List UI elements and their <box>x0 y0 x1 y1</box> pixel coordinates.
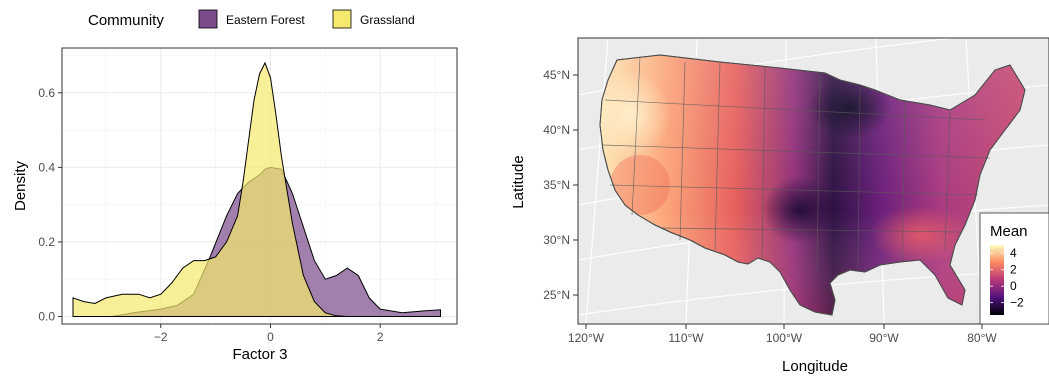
map-x-tick-label: 90°W <box>869 331 899 345</box>
legend-label-grassland: Grassland <box>360 13 415 27</box>
map-y-tick-label: 40°N <box>543 123 570 137</box>
map-x-tick-label: 120°W <box>568 331 605 345</box>
colorbar-ticks: 4 2 0 −2 <box>990 246 1024 310</box>
legend-swatch-grassland <box>332 9 352 29</box>
map-y-tick-label: 35°N <box>543 178 570 192</box>
legend-swatch-eastern-forest <box>198 9 218 29</box>
density-x-tick-label: −2 <box>154 330 168 344</box>
map-y-tick-label: 45°N <box>543 68 570 82</box>
map-x-tick-label: 80°W <box>967 331 997 345</box>
map-x-ticks: 120°W 110°W 100°W 90°W 80°W <box>568 324 997 345</box>
colorbar-tick-label: −2 <box>1010 296 1024 310</box>
map-x-axis-title: Longitude <box>782 358 848 375</box>
map-x-tick-label: 110°W <box>668 331 704 345</box>
density-y-tick-label: 0.0 <box>38 310 55 324</box>
density-x-tick-label: 2 <box>377 330 384 344</box>
colorbar-title: Mean <box>990 223 1028 240</box>
density-x-axis-title: Factor 3 <box>232 346 287 363</box>
colorbar-tick-label: 4 <box>1010 246 1017 260</box>
density-areas <box>72 61 441 317</box>
state-borders <box>602 56 991 273</box>
colorbar-legend: Mean 4 2 0 −2 <box>979 212 1049 325</box>
map-panel-border <box>577 37 1049 325</box>
legend-title: Community <box>88 12 164 29</box>
density-y-tick-label: 0.6 <box>38 86 55 100</box>
us-border <box>599 54 1026 316</box>
density-area-grassland <box>72 61 381 317</box>
density-y-axis-title: Density <box>12 160 29 211</box>
colorbar-ramp <box>990 245 1004 315</box>
map-x-tick-label: 100°W <box>766 331 803 345</box>
density-ticks: −2 0 2 0.0 0.2 0.4 0.6 <box>38 86 384 344</box>
legend-label-eastern-forest: Eastern Forest <box>226 13 305 27</box>
map-y-tick-label: 30°N <box>543 233 570 247</box>
density-panel: −2 0 2 0.0 0.2 0.4 0.6 Factor 3 Density <box>12 47 458 363</box>
density-y-tick-label: 0.2 <box>38 235 55 249</box>
map-panel: 25°N 30°N 35°N 40°N 45°N 120°W 110°W 100… <box>510 37 1049 375</box>
density-x-tick-label: 0 <box>267 330 274 344</box>
density-y-tick-label: 0.4 <box>38 160 55 174</box>
map-y-tick-label: 25°N <box>543 288 570 302</box>
map-y-axis-title: Latitude <box>510 155 527 208</box>
map-y-ticks: 25°N 30°N 35°N 40°N 45°N <box>543 68 578 302</box>
colorbar-tick-label: 2 <box>1010 263 1017 277</box>
legend: Community Eastern Forest Grassland <box>88 9 415 29</box>
density-panel-border <box>61 47 458 325</box>
colorbar-tick-label: 0 <box>1010 279 1017 293</box>
